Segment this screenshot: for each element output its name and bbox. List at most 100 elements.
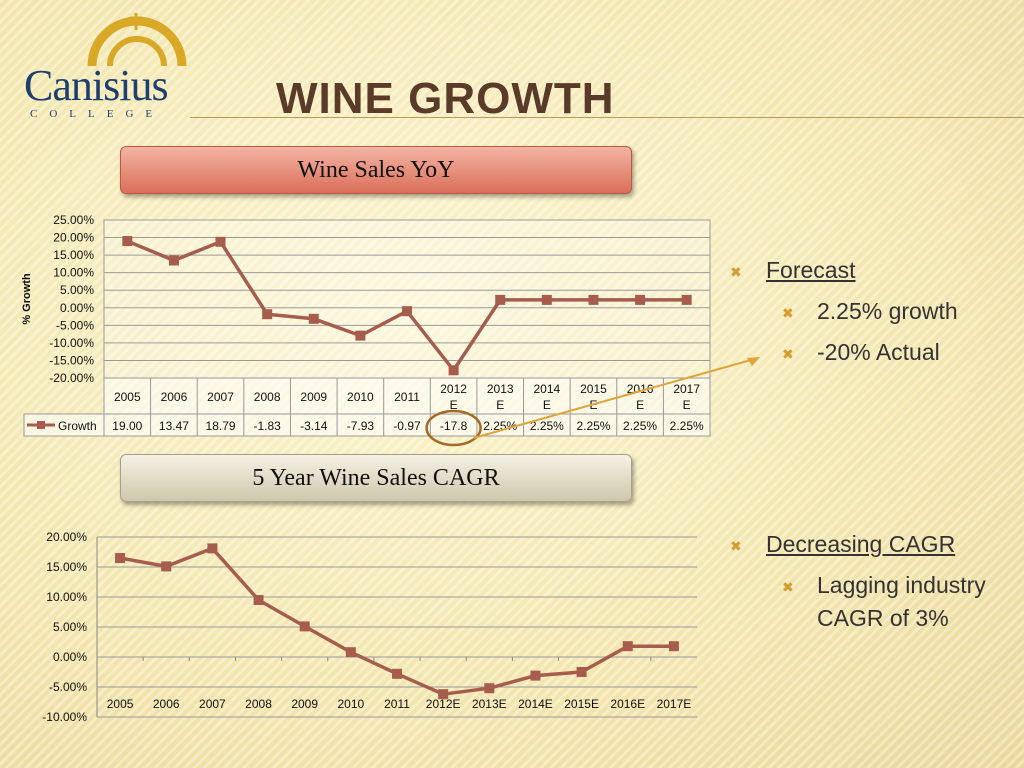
cagr-point [161, 561, 172, 572]
y-tick-label: -5.00% [56, 318, 94, 332]
x-tick-label: 2014 [533, 382, 560, 396]
growth-point [681, 294, 692, 305]
legend-marker [37, 421, 45, 429]
banner-wine-sales-yoy-label: Wine Sales YoY [297, 156, 455, 183]
data-label: 19.00 [112, 419, 142, 433]
growth-point [635, 294, 646, 305]
x-tick-label: 2006 [161, 390, 188, 404]
y-tick-label: 0.00% [60, 301, 94, 315]
data-label: 18.79 [206, 419, 236, 433]
y-tick-label: -20.00% [49, 371, 94, 385]
growth-point [588, 294, 599, 305]
x-tick-label-suffix: E [450, 398, 458, 412]
growth-point [215, 236, 226, 247]
x-tick-label: 2008 [245, 697, 272, 711]
y-tick-label: 5.00% [53, 620, 87, 634]
bullet-item-lagging-line1: Lagging industry [817, 572, 986, 598]
y-tick-label: 0.00% [53, 650, 87, 664]
x-tick-label: 2012E [426, 697, 461, 711]
x-tick-label: 2005 [114, 390, 141, 404]
x-tick-label: 2007 [199, 697, 226, 711]
y-tick-label: -5.00% [49, 680, 87, 694]
data-label: 2.25% [483, 419, 517, 433]
cagr-point [530, 670, 541, 681]
growth-point [168, 255, 179, 266]
cagr-point [392, 668, 402, 679]
x-tick-label: 2006 [153, 697, 180, 711]
x-tick-label: 2013 [487, 382, 514, 396]
x-tick-label: 2015 [580, 382, 607, 396]
growth-point [495, 294, 506, 305]
bullet-item-actual: -20% Actual [817, 339, 940, 365]
y-tick-label: 5.00% [60, 283, 94, 297]
bullet-heading-forecast: Forecast [766, 257, 856, 283]
bullet-item-lagging-line2: CAGR of 3% [817, 605, 949, 631]
cagr-point [576, 667, 587, 677]
data-label: -1.83 [253, 419, 281, 433]
canisius-logo: Canisius COLLEGE [22, 8, 187, 123]
growth-point [448, 365, 459, 376]
x-tick-label: 2010 [337, 697, 364, 711]
data-label: -0.97 [393, 419, 421, 433]
x-tick-label-suffix: E [683, 398, 691, 412]
growth-point [308, 313, 319, 324]
x-tick-label: 2010 [347, 390, 374, 404]
y-tick-label: 20.00% [46, 530, 87, 544]
banner-wine-sales-yoy: Wine Sales YoY [120, 146, 632, 194]
cagr-point [484, 683, 495, 694]
x-tick-label: 2011 [394, 390, 420, 404]
cagr-point [622, 641, 633, 652]
cagr-point [438, 689, 449, 700]
data-label: -3.14 [300, 419, 328, 433]
cagr-point [207, 543, 218, 554]
cagr-point [115, 553, 126, 563]
data-table [103, 377, 711, 437]
x-tick-label: 2017E [657, 697, 692, 711]
slide-title: Wine Growth [276, 74, 615, 123]
highlight-circle [425, 409, 482, 447]
x-tick-label-suffix: E [543, 398, 551, 412]
data-label: -7.93 [347, 419, 375, 433]
data-label: 2.25% [670, 419, 704, 433]
bullet-x-icon: ✖ [782, 579, 794, 595]
title-underline [190, 117, 1024, 118]
x-tick-label: 2009 [300, 390, 327, 404]
y-axis-label: % Growth [21, 273, 33, 325]
x-tick-label-suffix: E [636, 398, 644, 412]
bullet-x-icon: ✖ [782, 305, 794, 321]
x-tick-label-suffix: E [496, 398, 504, 412]
data-label: 13.47 [159, 419, 189, 433]
legend-series-name: Growth [58, 419, 97, 433]
bullet-x-icon: ✖ [782, 346, 794, 362]
growth-point [262, 309, 273, 320]
growth-point [541, 294, 552, 305]
x-tick-label: 2008 [254, 390, 281, 404]
x-tick-label: 2005 [107, 697, 134, 711]
x-tick-label: 2011 [384, 697, 410, 711]
x-tick-label: 2017 [673, 382, 700, 396]
y-tick-label: -10.00% [42, 710, 87, 724]
data-label: -17.8 [440, 419, 468, 433]
logo-college: COLLEGE [30, 108, 165, 120]
cagr-point [253, 595, 264, 605]
data-label: 2.25% [530, 419, 564, 433]
cagr-point [345, 647, 356, 658]
x-tick-label: 2009 [291, 697, 318, 711]
y-tick-label: -15.00% [49, 353, 94, 367]
x-tick-label: 2007 [207, 390, 234, 404]
growth-point [402, 306, 412, 317]
growth-point [355, 330, 366, 341]
bullet-item-growth: 2.25% growth [817, 298, 958, 324]
banner-cagr: 5 Year Wine Sales CAGR [120, 454, 632, 502]
y-tick-label: -10.00% [49, 336, 94, 350]
arch-cross-icon [87, 13, 187, 67]
y-tick-label: 15.00% [46, 560, 87, 574]
bullet-x-icon: ✖ [730, 538, 742, 554]
y-tick-label: 15.00% [53, 248, 94, 262]
x-tick-label: 2013E [472, 697, 507, 711]
bullet-x-icon: ✖ [730, 264, 742, 280]
data-label: 2.25% [623, 419, 657, 433]
bullet-heading-cagr: Decreasing CAGR [766, 531, 956, 557]
logo-name: Canisius [24, 61, 169, 110]
